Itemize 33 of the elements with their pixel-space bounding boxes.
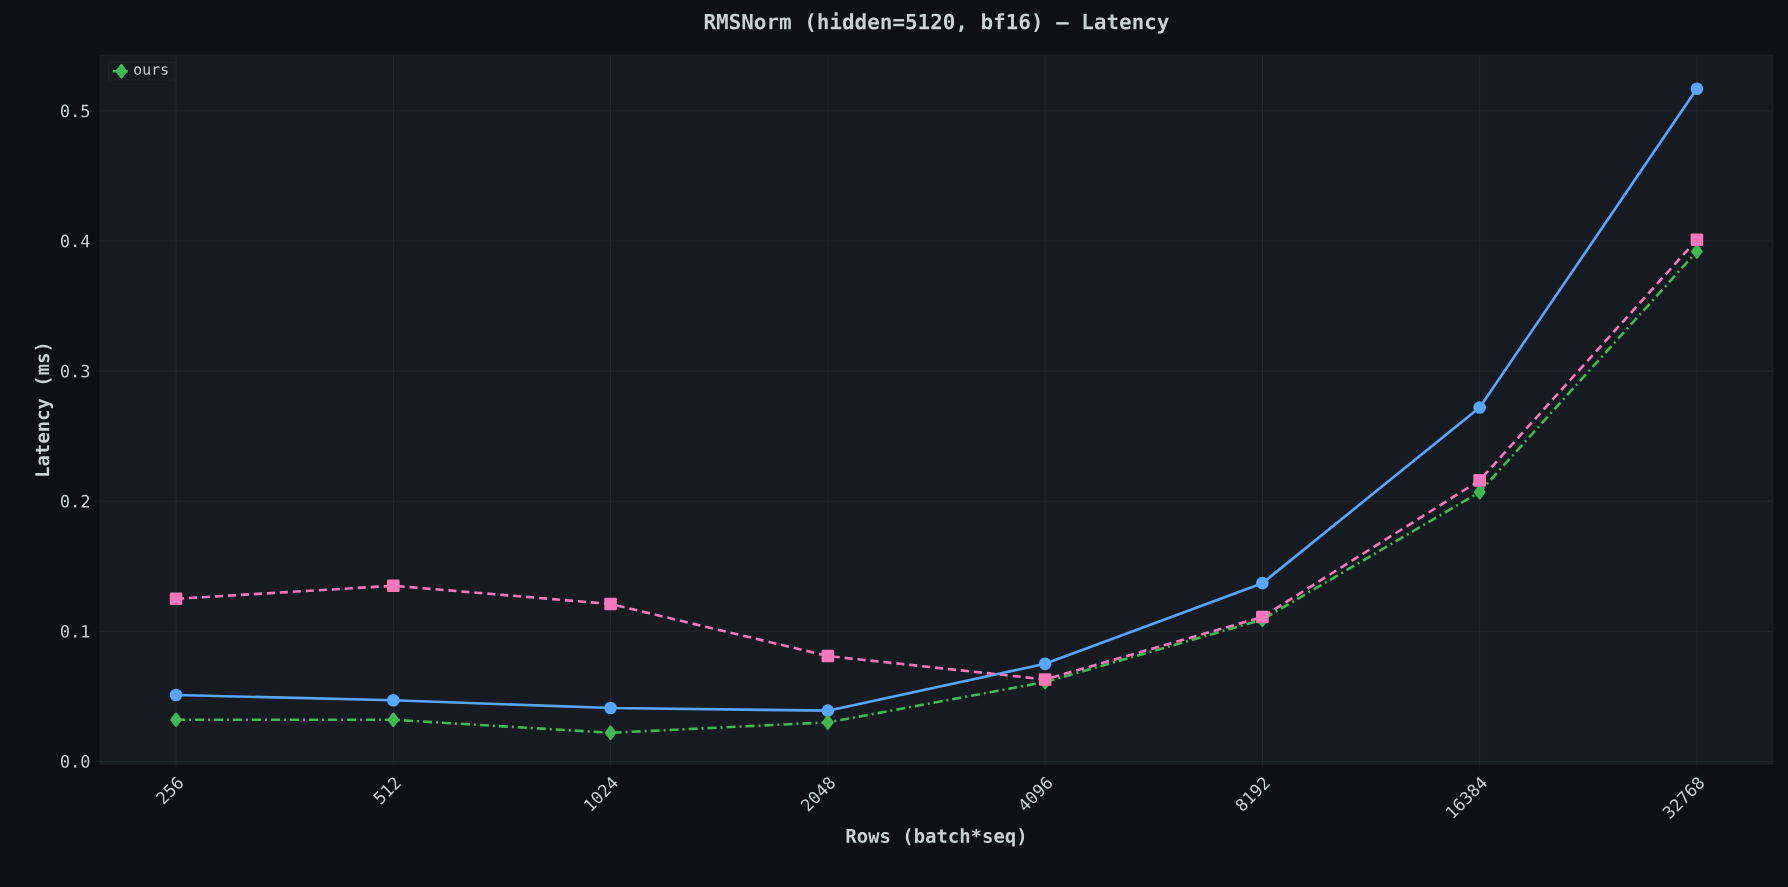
y-tick-label: 0.5 (60, 104, 90, 118)
y-tick-label: 0.4 (60, 234, 90, 248)
point (1690, 82, 1704, 96)
point (1691, 244, 1703, 259)
point (1038, 673, 1052, 686)
point (1473, 474, 1486, 487)
y-tick-label: 0.2 (60, 494, 90, 508)
point (1690, 233, 1704, 247)
x-tick-label: 512 (373, 777, 402, 805)
legend-label: ours (134, 66, 168, 75)
x-tick-label: 256 (155, 776, 183, 805)
point (1038, 657, 1052, 671)
point (387, 712, 400, 728)
point (604, 725, 617, 741)
point (169, 688, 183, 702)
chart-title: RMSNorm (hidden=5120, bf16) — Latency (704, 12, 1169, 34)
y-tick-label: 0.0 (60, 754, 90, 768)
point (169, 592, 183, 606)
point (604, 701, 617, 715)
point (1473, 401, 1486, 414)
point (1256, 576, 1269, 590)
y-axis-title: Latency (ms) (34, 344, 54, 476)
y-tick-label: 0.1 (60, 624, 90, 638)
point (170, 712, 182, 728)
x-axis-title: Rows (batch*seq) (846, 828, 1025, 847)
y-tick-label: 0.3 (60, 364, 90, 378)
point (822, 715, 834, 730)
point (604, 597, 617, 611)
point (387, 579, 400, 593)
point (821, 649, 835, 663)
point (1473, 484, 1486, 500)
point (821, 704, 835, 717)
point (387, 693, 400, 707)
